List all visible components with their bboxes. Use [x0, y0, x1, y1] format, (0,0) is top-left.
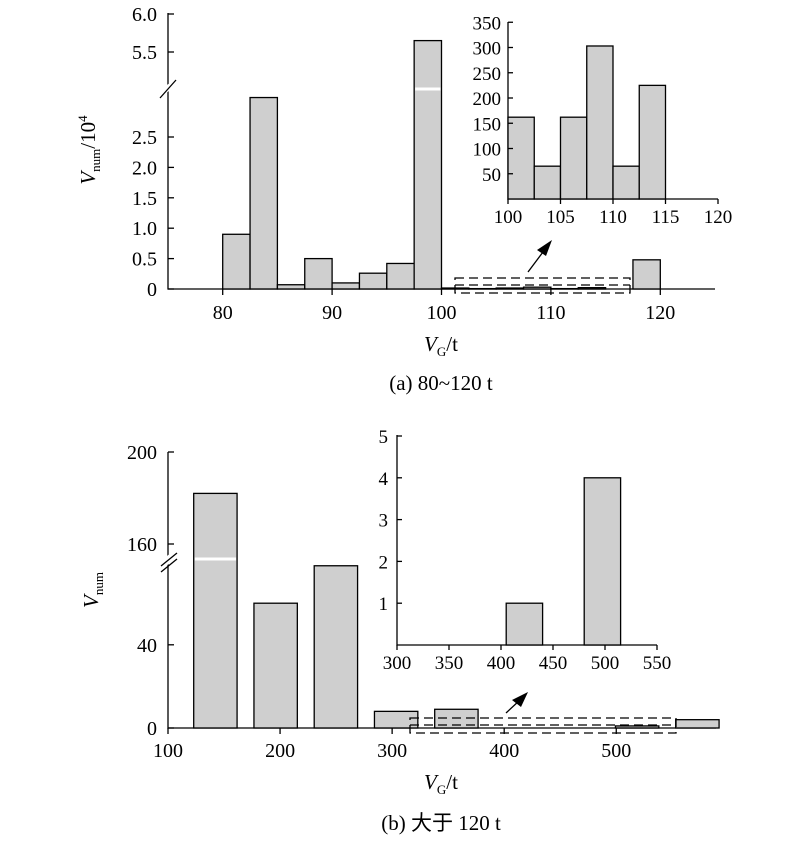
panel-a-y-ticks: 0 0.5 1.0 1.5 2.0 2.5 5.5 6.0: [132, 4, 174, 301]
x-tick-label: 500: [601, 740, 631, 762]
panel-b-y-axis-label: Vnum: [79, 572, 106, 608]
histogram-bar: [193, 492, 238, 729]
panel-a-inset-y-ticks: 50 100 150 200 250 300 350: [473, 13, 513, 186]
panel-a-inset-bars: [507, 45, 667, 200]
histogram-bar: [522, 286, 552, 290]
panel-a-bars: [222, 39, 661, 290]
x-tick-label: 300: [377, 740, 407, 762]
x-tick-label: 90: [322, 302, 342, 324]
inset-x-tick-label: 500: [591, 653, 620, 674]
x-tick-label: 110: [536, 302, 565, 324]
panel-b-y-ticks: 0 40 160 200: [127, 442, 174, 740]
panel-a-x-ticks: 80 90 100 110 120: [213, 289, 675, 324]
inset-histogram-bar: [505, 602, 544, 646]
panel-b-inset-y-ticks: 1 2 3 4 5: [379, 427, 402, 615]
histogram-bar: [358, 272, 388, 290]
inset-x-tick-label: 400: [487, 653, 516, 674]
inset-x-tick-label: 550: [643, 653, 672, 674]
inset-y-tick-label: 250: [473, 64, 502, 85]
x-tick-label: 100: [427, 302, 457, 324]
inset-histogram-bar: [533, 165, 562, 200]
histogram-bar: [632, 259, 661, 290]
inset-y-tick-label: 2: [379, 552, 389, 573]
inset-histogram-bar: [638, 84, 667, 200]
y-tick-label: 5.5: [132, 42, 157, 64]
inset-x-tick-label: 120: [704, 207, 733, 228]
inset-x-tick-label: 110: [599, 207, 627, 228]
panel-a-x-axis-label: VG/t: [424, 332, 458, 359]
y-tick-label: 1.5: [132, 188, 157, 210]
y-tick-label: 0.5: [132, 249, 157, 271]
histogram-bar: [373, 710, 419, 729]
panel-a-inset-x-ticks: 100 105 110 115 120: [494, 199, 733, 228]
inset-y-tick-label: 150: [473, 114, 502, 135]
y-tick-label: 40: [137, 635, 157, 657]
histogram-bar: [413, 39, 443, 290]
panel-b-caption: (b) 大于 120 t: [381, 811, 501, 835]
x-tick-label: 400: [489, 740, 519, 762]
y-tick-label: 1.0: [132, 218, 157, 240]
inset-y-tick-label: 4: [379, 469, 389, 490]
y-tick-label: 2.0: [132, 157, 157, 179]
inset-histogram-bar: [583, 477, 622, 646]
panel-a-inset: 100 105 110 115 120 50 100 150 200 250 300 350: [473, 13, 733, 228]
y-tick-label: 0: [147, 718, 157, 740]
histogram-bar: [222, 233, 251, 290]
panel-b-inset-bars: [505, 477, 622, 646]
y-tick-label: 0: [147, 279, 157, 301]
y-tick-label: 2.5: [132, 127, 157, 149]
x-tick-label: 120: [645, 302, 675, 324]
histogram-bar: [331, 282, 361, 290]
histogram-bar: [304, 257, 333, 290]
inset-y-tick-label: 1: [379, 594, 389, 615]
inset-histogram-bar: [507, 116, 535, 200]
inset-x-tick-label: 115: [652, 207, 680, 228]
histogram-bar: [249, 96, 279, 290]
panel-a: 80 90 100 110 120 0 0.5 1.0 1.5 2.0 2.5 5.5 6.0 Vnu…: [75, 4, 732, 395]
panel-b-x-axis-label: VG/t: [424, 770, 458, 797]
inset-x-tick-label: 105: [546, 207, 575, 228]
histogram-bar: [495, 287, 525, 290]
inset-histogram-bar: [612, 165, 640, 200]
panel-b: 100 200 300 400 500 0 40 160 200 Vnum VG/t (b) …: [79, 427, 720, 835]
inset-y-tick-label: 200: [473, 89, 502, 110]
histogram-bar: [675, 719, 720, 729]
inset-y-tick-label: 350: [473, 13, 502, 34]
panel-b-inset: 300 350 400 450 500 550 1 2 3 4 5: [379, 427, 672, 674]
histogram-bar: [313, 565, 359, 729]
panel-b-x-ticks: 100 200 300 400 500: [153, 728, 631, 762]
panel-b-axis-break: [158, 549, 180, 573]
inset-x-tick-label: 100: [494, 207, 523, 228]
panel-b-zoom-arrow: [505, 692, 528, 714]
histogram-bar: [614, 725, 660, 729]
inset-histogram-bar: [586, 45, 614, 200]
panel-a-caption: (a) 80~120 t: [389, 371, 493, 395]
y-tick-label: 6.0: [132, 4, 157, 26]
histogram-bar: [276, 284, 306, 290]
histogram-bar: [386, 262, 415, 290]
x-tick-label: 100: [153, 740, 183, 762]
panel-b-bars: [193, 492, 720, 729]
inset-x-tick-label: 350: [435, 653, 464, 674]
panel-a-y-axis-label: Vnum/104: [75, 115, 103, 185]
panel-a-zoom-arrow: [527, 240, 552, 273]
inset-y-tick-label: 5: [379, 427, 389, 448]
panel-b-inset-x-ticks: 300 350 400 450 500 550: [383, 645, 672, 674]
inset-y-tick-label: 300: [473, 39, 502, 60]
y-tick-label: 200: [127, 442, 157, 464]
histogram-bar: [253, 602, 298, 729]
inset-histogram-bar: [559, 116, 588, 200]
inset-y-tick-label: 50: [482, 165, 501, 186]
inset-y-tick-label: 100: [473, 140, 502, 161]
y-tick-label: 160: [127, 534, 157, 556]
x-tick-label: 200: [265, 740, 295, 762]
inset-y-tick-label: 3: [379, 511, 389, 532]
x-tick-label: 80: [213, 302, 233, 324]
histogram-bar: [577, 287, 607, 290]
inset-x-tick-label: 300: [383, 653, 412, 674]
inset-x-tick-label: 450: [539, 653, 568, 674]
panel-a-axis-break: [158, 79, 178, 99]
